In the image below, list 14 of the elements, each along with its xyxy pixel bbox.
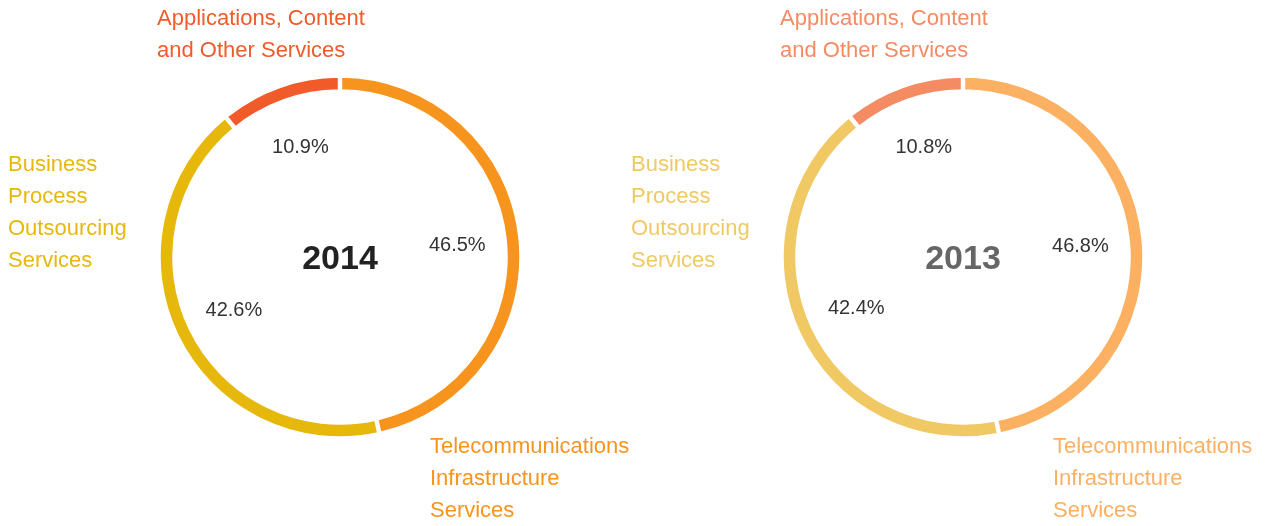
slice-label: Applications, Content and Other Services: [157, 5, 365, 62]
slice-label: Applications, Content and Other Services: [780, 5, 988, 62]
data-label: 42.4%: [827, 296, 885, 319]
text: 2013: [925, 238, 1001, 276]
data-label: 46.8%: [1052, 234, 1109, 257]
data-label: 42.6%: [205, 297, 263, 320]
data-label: 10.8%: [895, 134, 953, 157]
text: 2014: [302, 238, 378, 276]
data-label: 46.5%: [428, 233, 486, 256]
data-label: 10.9%: [272, 134, 329, 157]
slice-label: Telecommunications Infrastructure Services: [430, 433, 630, 522]
slice-label: Business Process Outsourcing Services: [8, 151, 127, 272]
slice-label: Telecommunications Infrastructure Services: [1053, 433, 1253, 522]
slice-label: Business Process Outsourcing Services: [631, 151, 750, 272]
